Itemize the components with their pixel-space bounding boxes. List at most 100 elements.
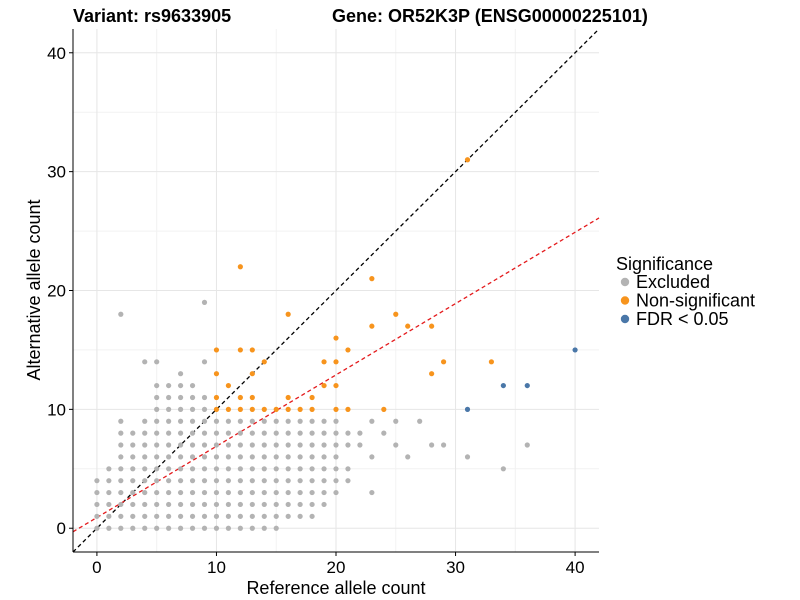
- point-non-significant: [213, 371, 220, 377]
- point-excluded: [106, 501, 112, 508]
- point-excluded: [237, 466, 243, 472]
- point-non-significant: [333, 406, 339, 412]
- point-excluded: [225, 430, 232, 436]
- point-excluded: [345, 430, 351, 436]
- point-excluded: [237, 525, 243, 531]
- point-excluded: [309, 489, 315, 496]
- point-excluded: [273, 489, 279, 496]
- point-excluded: [142, 489, 148, 496]
- point-excluded: [154, 359, 160, 365]
- point-non-significant: [225, 382, 232, 389]
- point-non-significant: [297, 406, 303, 412]
- point-excluded: [345, 478, 351, 484]
- point-excluded: [261, 418, 267, 424]
- point-excluded: [118, 525, 124, 531]
- point-excluded: [118, 418, 124, 424]
- grid-lines: [73, 29, 599, 552]
- point-non-significant: [429, 371, 435, 377]
- point-excluded: [189, 513, 196, 519]
- y-tick-label: 0: [57, 519, 66, 538]
- point-excluded: [273, 501, 279, 508]
- point-excluded: [261, 501, 267, 508]
- point-excluded: [321, 489, 327, 496]
- point-excluded: [321, 430, 327, 436]
- point-excluded: [189, 406, 196, 412]
- point-excluded: [106, 525, 112, 531]
- point-excluded: [321, 478, 327, 484]
- point-excluded: [154, 454, 160, 460]
- point-excluded: [189, 478, 196, 484]
- point-excluded: [285, 513, 291, 519]
- point-excluded: [297, 430, 303, 436]
- point-non-significant: [249, 371, 255, 377]
- point-excluded: [237, 454, 243, 460]
- point-excluded: [309, 466, 315, 472]
- point-excluded: [94, 513, 100, 519]
- point-excluded: [213, 478, 220, 484]
- legend-key-excluded: [620, 277, 630, 287]
- point-excluded: [177, 371, 184, 377]
- point-excluded: [142, 454, 148, 460]
- axes: [69, 29, 599, 556]
- legend-title: Significance: [616, 254, 713, 274]
- point-non-significant: [321, 382, 327, 389]
- point-excluded: [261, 489, 267, 496]
- point-excluded: [357, 430, 363, 436]
- point-non-significant: [261, 359, 267, 365]
- point-excluded: [166, 466, 172, 472]
- point-excluded: [118, 466, 124, 472]
- point-excluded: [201, 513, 208, 519]
- point-excluded: [201, 359, 208, 365]
- point-excluded: [189, 501, 196, 508]
- point-excluded: [166, 406, 172, 412]
- point-excluded: [201, 406, 208, 412]
- point-excluded: [285, 454, 291, 460]
- point-non-significant: [285, 406, 291, 412]
- legend-key-fdr-0-05: [620, 314, 630, 324]
- point-excluded: [142, 478, 148, 484]
- point-excluded: [213, 489, 220, 496]
- point-non-significant: [333, 359, 339, 365]
- point-non-significant: [345, 406, 351, 412]
- point-excluded: [369, 418, 375, 424]
- point-excluded: [154, 406, 160, 412]
- point-non-significant: [249, 394, 255, 401]
- point-excluded: [166, 418, 172, 424]
- point-excluded: [249, 466, 255, 472]
- point-excluded: [130, 478, 136, 484]
- point-excluded: [237, 489, 243, 496]
- point-excluded: [225, 454, 232, 460]
- point-excluded: [130, 454, 136, 460]
- point-non-significant: [285, 394, 291, 401]
- point-excluded: [273, 466, 279, 472]
- point-excluded: [142, 442, 148, 448]
- point-excluded: [249, 513, 255, 519]
- point-excluded: [321, 418, 327, 424]
- point-excluded: [261, 442, 267, 448]
- point-excluded: [154, 489, 160, 496]
- chart-title-gene: Gene: OR52K3P (ENSG00000225101): [332, 6, 648, 26]
- point-excluded: [142, 513, 148, 519]
- point-excluded: [154, 501, 160, 508]
- point-excluded: [118, 454, 124, 460]
- point-excluded: [177, 466, 184, 472]
- point-excluded: [321, 466, 327, 472]
- point-excluded: [201, 430, 208, 436]
- point-excluded: [154, 430, 160, 436]
- point-excluded: [154, 525, 160, 531]
- point-non-significant: [429, 323, 435, 329]
- point-excluded: [464, 454, 471, 460]
- point-excluded: [273, 454, 279, 460]
- point-excluded: [142, 466, 148, 472]
- point-excluded: [201, 466, 208, 472]
- point-non-significant: [464, 157, 471, 163]
- point-excluded: [142, 501, 148, 508]
- point-excluded: [130, 489, 136, 496]
- point-excluded: [213, 513, 220, 519]
- point-excluded: [333, 478, 339, 484]
- point-excluded: [249, 418, 255, 424]
- point-non-significant: [237, 406, 243, 412]
- data-points: [94, 157, 578, 531]
- point-excluded: [189, 489, 196, 496]
